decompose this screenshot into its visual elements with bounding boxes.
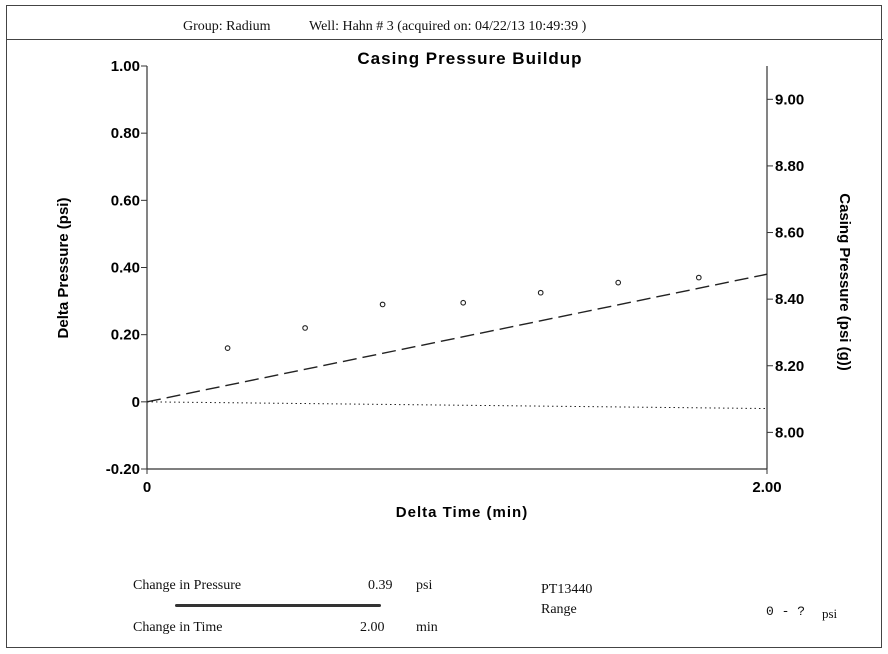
- change-pressure-value: 0.39: [368, 578, 393, 593]
- data-point: [460, 299, 467, 306]
- report-frame: Group: Radium Well: Hahn # 3 (acquired o…: [6, 5, 883, 648]
- ticks-layer: -0.2000.200.400.600.801.008.008.208.408.…: [106, 58, 804, 496]
- casing-pressure-line: [146, 273, 768, 403]
- y2-tick-label: 8.80: [775, 158, 804, 175]
- data-point: [615, 279, 622, 286]
- y2-tick-label: 9.00: [775, 91, 804, 108]
- y-tick-label: 0.80: [111, 125, 140, 142]
- delta-pressure-baseline: [146, 401, 768, 410]
- y2-tick-label: 8.60: [775, 225, 804, 242]
- y-tick-label: 0.40: [111, 260, 140, 277]
- range-unit: psi: [822, 606, 838, 621]
- sensor-id: PT13440: [541, 582, 593, 597]
- x-tick-label: 2.00: [752, 479, 781, 496]
- y-tick-label: -0.20: [106, 461, 140, 478]
- data-point: [537, 289, 544, 296]
- y-tick-label: 0.20: [111, 327, 140, 344]
- data-point: [379, 301, 386, 308]
- y-tick-label: 0: [132, 394, 140, 411]
- series-layer: [146, 273, 768, 410]
- change-pressure-label: Change in Pressure: [133, 578, 242, 593]
- change-time-label: Change in Time: [133, 620, 223, 635]
- y-axis-label: Delta Pressure (psi): [55, 198, 72, 339]
- y2-axis-label: Casing Pressure (psi (g)): [836, 193, 853, 371]
- change-pressure-unit: psi: [416, 578, 433, 593]
- y2-tick-label: 8.40: [775, 291, 804, 308]
- y2-tick-label: 8.00: [775, 424, 804, 441]
- group-label: Group: Radium: [183, 19, 271, 34]
- range-value: 0 - ?: [766, 604, 806, 619]
- y2-tick-label: 8.20: [775, 358, 804, 375]
- change-time-unit: min: [416, 620, 438, 635]
- data-point: [302, 325, 308, 331]
- range-label: Range: [541, 602, 577, 617]
- y-tick-label: 1.00: [111, 58, 140, 75]
- data-point: [695, 274, 702, 281]
- x-tick-label: 0: [143, 479, 151, 496]
- well-label: Well: Hahn # 3 (acquired on: 04/22/13 10…: [309, 19, 587, 34]
- report-header: Group: Radium Well: Hahn # 3 (acquired o…: [7, 6, 883, 40]
- x-axis-label: Delta Time (min): [396, 504, 528, 521]
- pressure-underline: [175, 604, 381, 607]
- y-tick-label: 0.60: [111, 192, 140, 209]
- change-time-value: 2.00: [360, 620, 385, 635]
- data-point: [224, 345, 231, 351]
- chart-title: Casing Pressure Buildup: [357, 49, 582, 68]
